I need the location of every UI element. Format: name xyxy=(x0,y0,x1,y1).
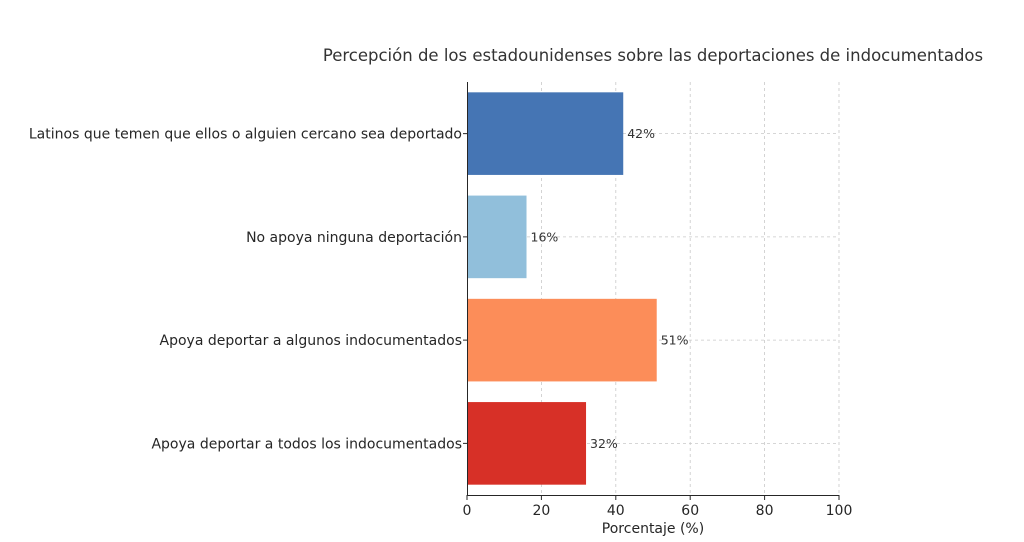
x-tick-label-100: 100 xyxy=(826,503,853,519)
x-tick-label-0: 0 xyxy=(463,503,472,519)
x-tick-label-60: 60 xyxy=(681,503,699,519)
category-label-2: Apoya deportar a algunos indocumentados xyxy=(160,333,463,349)
x-tick-label-80: 80 xyxy=(756,503,774,519)
data-label-1: 16% xyxy=(531,229,559,244)
x-tick-label-20: 20 xyxy=(532,503,550,519)
x-axis-title: Porcentaje (%) xyxy=(602,521,704,537)
bar-0 xyxy=(467,92,624,175)
x-axis-ticks: 0 20 40 60 80 100 xyxy=(463,495,853,519)
category-label-3: Apoya deportar a todos los indocumentado… xyxy=(151,436,462,452)
category-label-0: Latinos que temen que ellos o alguien ce… xyxy=(29,127,462,143)
bar-1 xyxy=(467,195,527,279)
data-label-0: 42% xyxy=(627,126,655,141)
x-tick-label-40: 40 xyxy=(607,503,625,519)
bars: 42% 16% 51% 32% xyxy=(467,92,689,485)
data-label-3: 32% xyxy=(590,436,618,451)
category-labels: Latinos que temen que ellos o alguien ce… xyxy=(29,127,467,452)
category-label-1: No apoya ninguna deportación xyxy=(246,230,462,246)
bar-3 xyxy=(467,402,587,485)
bar-2 xyxy=(467,298,657,382)
data-label-2: 51% xyxy=(661,333,689,348)
chart-title: Percepción de los estadounidenses sobre … xyxy=(323,46,983,65)
